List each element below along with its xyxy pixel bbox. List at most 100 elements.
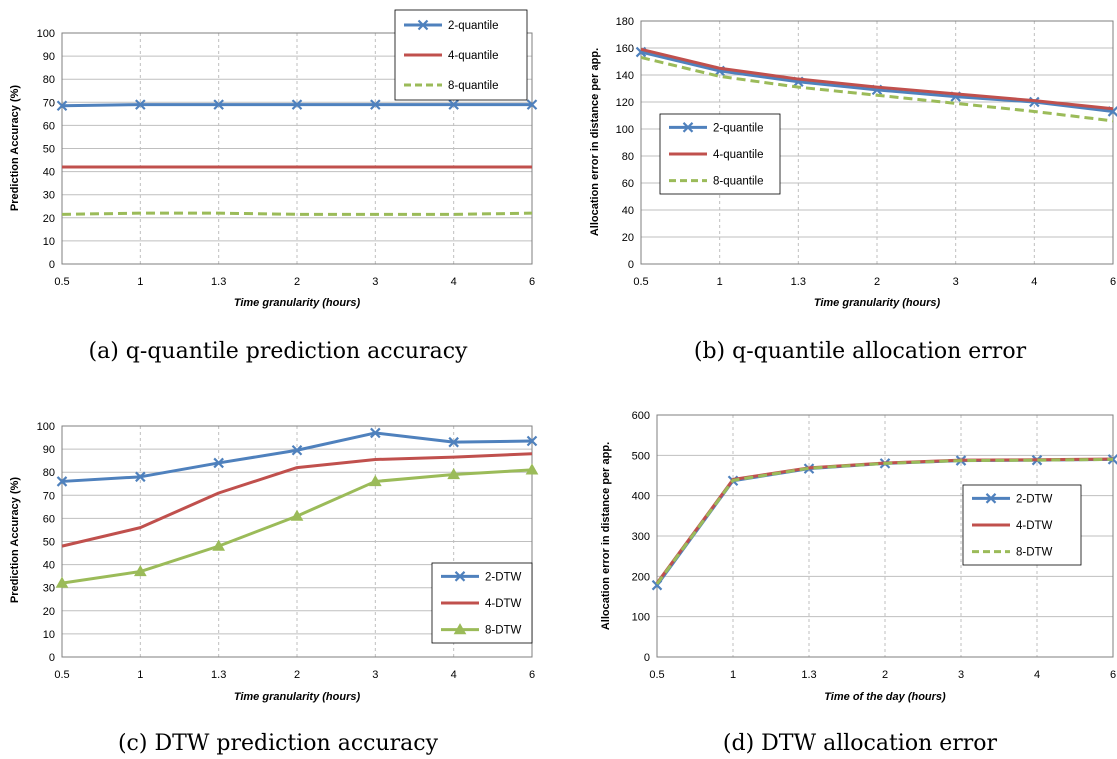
legend-marker-8-DTW (453, 623, 467, 635)
chart-a: 0 10 20 30 40 50 60 70 80 90 100 0.5 1 1.3 2 3 4 6 Time gr… (9, 9, 538, 364)
y-tick-label: 0 (49, 652, 55, 664)
legend-label: 4-DTW (485, 598, 522, 610)
y-tick-label: 10 (43, 236, 55, 248)
legend-label: 8-quantile (713, 176, 764, 188)
data-point-8-DTW (133, 565, 147, 577)
x-tick-label: 6 (529, 669, 535, 681)
y-tick-label: 80 (622, 151, 634, 163)
y-tick-label: 60 (43, 513, 55, 525)
y-tick-label: 140 (616, 70, 634, 82)
y-tick-label: 300 (632, 531, 650, 543)
data-point-8-DTW (55, 576, 69, 588)
x-tick-label: 3 (372, 669, 378, 681)
figure-caption: (c) DTW prediction accuracy (118, 731, 439, 756)
y-tick-label: 20 (43, 606, 55, 618)
chart-b: 0 20 40 60 80 100 120 140 160 180 0.5 1 1.3 2 3 4 6 Time … (589, 16, 1117, 364)
y-tick-label: 180 (616, 16, 634, 28)
data-point-2-quantile (448, 99, 459, 110)
y-tick-label: 120 (616, 97, 634, 109)
y-tick-label: 90 (43, 51, 55, 63)
x-tick-label: 1 (137, 669, 143, 681)
data-point-8-DTW (212, 539, 226, 551)
data-point-8-DTW (368, 474, 382, 487)
x-tick-label: 4 (1034, 669, 1040, 681)
legend-label: 2-DTW (485, 571, 522, 583)
x-tick-label: 6 (1110, 276, 1116, 288)
x-tick-label: 2 (882, 669, 888, 681)
x-tick-label: 1.3 (801, 669, 816, 681)
x-tick-label: 1 (730, 669, 736, 681)
plot-frame (61, 425, 533, 658)
x-tick-label: 0.5 (649, 669, 664, 681)
y-tick-label: 90 (43, 444, 55, 456)
y-tick-label: 400 (632, 491, 650, 503)
figure-caption: (a) q-quantile prediction accuracy (89, 339, 468, 364)
data-point-2-quantile (56, 100, 68, 112)
data-point-2-quantile (135, 99, 146, 110)
series-line-8-quantile (640, 55, 1114, 123)
series-line-4-DTW (61, 452, 533, 548)
y-axis-label: Allocation error in distance per app. (589, 48, 601, 236)
x-tick-label: 0.5 (633, 276, 648, 288)
chart-d: 0 100 200 300 400 500 600 0.5 1 1.3 2 3 4 6 Time of th… (600, 410, 1117, 756)
y-tick-label: 40 (43, 560, 55, 572)
y-tick-label: 60 (622, 178, 634, 190)
x-axis-label: Time granularity (hours) (234, 297, 361, 309)
y-tick-label: 50 (43, 537, 55, 549)
y-tick-label: 0 (628, 259, 634, 271)
y-tick-label: 30 (43, 583, 55, 595)
x-axis-label: Time granularity (hours) (814, 297, 941, 309)
series-line-8-quantile (61, 211, 533, 216)
legend-marker-2-DTW (985, 493, 997, 504)
legend-label: 2-quantile (448, 20, 499, 32)
x-tick-label: 0.5 (54, 276, 69, 288)
y-tick-label: 30 (43, 190, 55, 202)
data-point-2-quantile (370, 99, 381, 110)
y-tick-label: 80 (43, 74, 55, 86)
y-tick-label: 100 (37, 28, 55, 40)
plot-frame (640, 20, 1114, 265)
data-point-2-quantile (213, 99, 224, 110)
legend-label: 4-DTW (1016, 520, 1053, 532)
x-tick-label: 1.3 (211, 276, 226, 288)
legend-label: 8-DTW (1016, 547, 1053, 559)
legend-marker-2-DTW (454, 571, 466, 582)
legend-label: 4-quantile (448, 50, 499, 62)
data-point-2-DTW (213, 457, 224, 469)
data-point-8-DTW (525, 463, 539, 475)
x-tick-label: 1.3 (791, 276, 806, 288)
y-tick-label: 50 (43, 144, 55, 156)
y-tick-label: 80 (43, 467, 55, 479)
x-tick-label: 3 (953, 276, 959, 288)
figure-caption: (d) DTW allocation error (723, 731, 998, 756)
y-tick-label: 70 (43, 490, 55, 502)
y-tick-label: 500 (632, 450, 650, 462)
y-axis-label: Prediction Accuracy (%) (9, 85, 21, 211)
data-point-2-DTW (56, 476, 68, 487)
x-tick-label: 2 (294, 669, 300, 681)
x-tick-label: 2 (874, 276, 880, 288)
legend-label: 2-DTW (1016, 493, 1053, 505)
x-tick-label: 6 (1110, 669, 1116, 681)
x-tick-label: 1 (717, 276, 723, 288)
series-line-8-DTW (655, 457, 1114, 585)
x-tick-label: 3 (372, 276, 378, 288)
x-tick-label: 6 (529, 276, 535, 288)
y-axis-label: Prediction Accuracy (%) (9, 477, 21, 603)
y-tick-label: 100 (616, 124, 634, 136)
x-axis-label: Time of the day (hours) (824, 691, 946, 703)
data-point-2-quantile (526, 99, 538, 110)
y-tick-label: 60 (43, 120, 55, 132)
legend-label: 2-quantile (713, 122, 764, 134)
x-axis-label: Time granularity (hours) (234, 691, 361, 703)
y-tick-label: 20 (622, 232, 634, 244)
y-tick-label: 0 (644, 652, 650, 664)
y-tick-label: 0 (49, 259, 55, 271)
y-tick-label: 160 (616, 43, 634, 55)
legend-label: 8-quantile (448, 80, 499, 92)
x-tick-label: 4 (451, 276, 457, 288)
x-tick-label: 4 (451, 669, 457, 681)
y-tick-label: 20 (43, 213, 55, 225)
data-point-8-DTW (290, 509, 304, 521)
